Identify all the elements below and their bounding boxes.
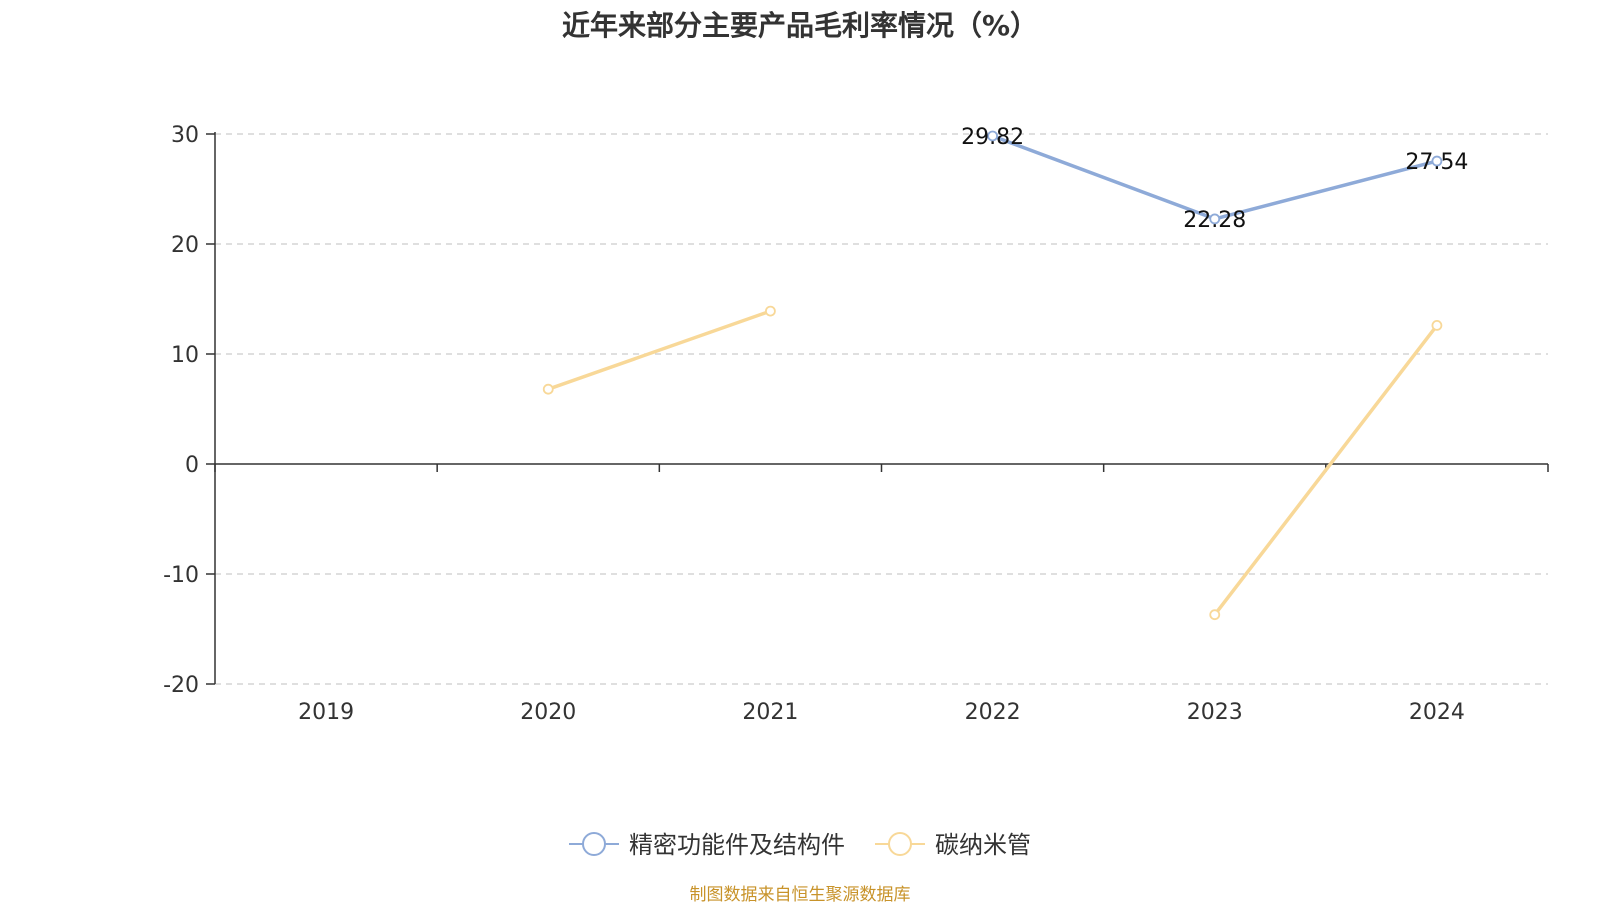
y-tick-label: 20 xyxy=(171,233,199,258)
y-tick-label: 10 xyxy=(171,343,199,368)
x-tick-label: 2021 xyxy=(742,700,798,725)
y-tick-label: 0 xyxy=(185,453,199,478)
y-tick-label: -20 xyxy=(163,673,199,698)
series-lines xyxy=(542,130,1443,621)
y-tick-label: -10 xyxy=(163,563,199,588)
series-line-0 xyxy=(990,134,1439,221)
legend-item-1[interactable]: 碳纳米管 xyxy=(875,831,1031,859)
data-label: 22.28 xyxy=(1183,208,1246,233)
series-point xyxy=(1431,155,1443,167)
legend[interactable]: 精密功能件及结构件 碳纳米管 xyxy=(569,831,1031,859)
series-line-1 xyxy=(546,309,773,391)
legend-circle-icon xyxy=(582,832,606,856)
legend-label: 碳纳米管 xyxy=(935,831,1031,859)
series-point xyxy=(1209,213,1221,225)
x-tick-label: 2019 xyxy=(298,700,354,725)
legend-label: 精密功能件及结构件 xyxy=(629,831,845,859)
y-tick-label: 30 xyxy=(171,123,199,148)
series-line-1 xyxy=(1213,323,1439,617)
x-tick-label: 2023 xyxy=(1187,700,1243,725)
series-point xyxy=(1209,609,1221,621)
x-tick-label: 2020 xyxy=(520,700,576,725)
series-point xyxy=(765,305,776,317)
series-point xyxy=(542,383,554,395)
data-labels: 29.82 22.28 27.54 xyxy=(961,125,1468,233)
data-label: 29.82 xyxy=(961,125,1024,150)
source-note: 制图数据来自恒生聚源数据库 xyxy=(689,885,911,905)
series-point xyxy=(1431,319,1443,331)
x-tick-label: 2024 xyxy=(1409,700,1465,725)
chart-title: 近年来部分主要产品毛利率情况（%） xyxy=(561,9,1039,42)
x-tick-label: 2022 xyxy=(965,700,1021,725)
legend-item-0[interactable]: 精密功能件及结构件 xyxy=(569,831,845,859)
grid-lines xyxy=(215,133,1548,685)
series-point xyxy=(987,130,998,142)
axes: 30 20 10 0 -10 -20 2019 2020 2021 2022 2023 2024 xyxy=(163,123,1549,725)
data-label: 27.54 xyxy=(1405,150,1468,175)
legend-circle-icon xyxy=(888,832,912,856)
